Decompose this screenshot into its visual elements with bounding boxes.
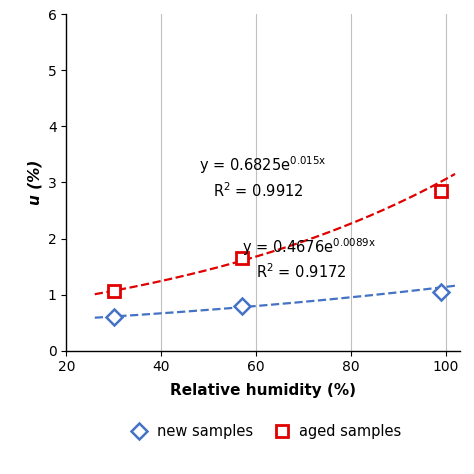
Legend: new samples, aged samples: new samples, aged samples bbox=[118, 419, 408, 445]
Text: R$^{\mathregular{2}}$ = 0.9912: R$^{\mathregular{2}}$ = 0.9912 bbox=[213, 181, 304, 200]
Y-axis label: u (%): u (%) bbox=[27, 160, 42, 205]
Text: R$^{\mathregular{2}}$ = 0.9172: R$^{\mathregular{2}}$ = 0.9172 bbox=[256, 262, 346, 281]
Text: y = 0.4676e$^{\mathregular{0.0089x}}$: y = 0.4676e$^{\mathregular{0.0089x}}$ bbox=[242, 236, 376, 257]
Text: y = 0.6825e$^{\mathregular{0.015x}}$: y = 0.6825e$^{\mathregular{0.015x}}$ bbox=[199, 155, 327, 176]
X-axis label: Relative humidity (%): Relative humidity (%) bbox=[170, 383, 356, 398]
